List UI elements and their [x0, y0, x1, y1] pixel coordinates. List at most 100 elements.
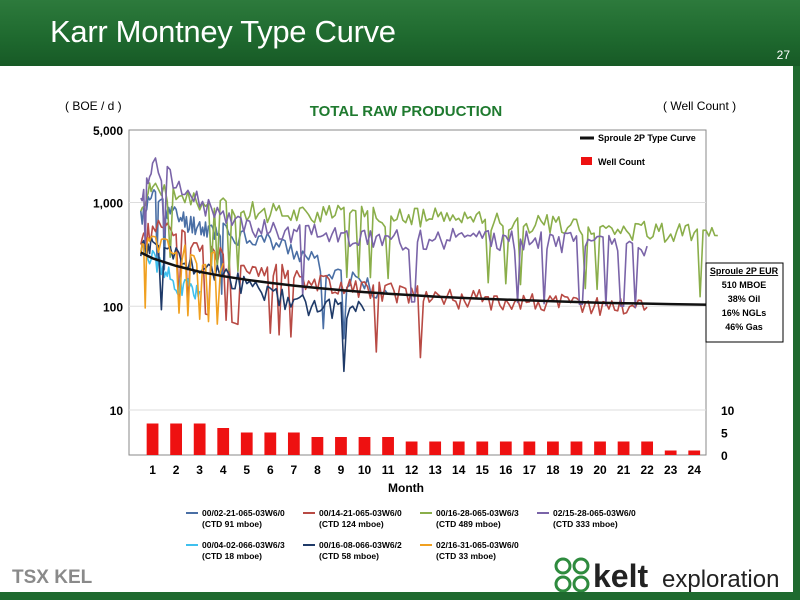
- well-legend-name: 00/16-08-066-03W6/2: [319, 540, 402, 550]
- x-axis-label: Month: [388, 481, 424, 495]
- well-count-bar: [170, 423, 182, 455]
- well-legend-name: 02/16-31-065-03W6/0: [436, 540, 519, 550]
- well-count-bar: [311, 437, 324, 455]
- well-legend-ctd: (CTD 91 mboe): [202, 519, 262, 529]
- right-accent-bar: [793, 66, 800, 600]
- y2-tick-label: 0: [721, 449, 728, 463]
- well-count-bar: [476, 441, 489, 455]
- x-tick-label: 18: [546, 463, 560, 477]
- x-tick-label: 20: [593, 463, 607, 477]
- x-tick-label: 7: [291, 463, 298, 477]
- well-count-bar: [358, 437, 371, 455]
- page-number: 27: [776, 48, 790, 62]
- x-tick-label: 19: [570, 463, 584, 477]
- y2-axis-label: ( Well Count ): [663, 99, 736, 113]
- well-legend-name: 00/02-21-065-03W6/0: [202, 508, 285, 518]
- well-count-bar: [617, 441, 630, 455]
- eur-box-line: 38% Oil: [728, 294, 761, 304]
- well-series-line: [140, 235, 366, 373]
- eur-box-line: 510 MBOE: [722, 280, 767, 290]
- well-count-bar: [335, 437, 347, 455]
- kelt-logo: kelt exploration: [554, 557, 779, 594]
- x-tick-label: 3: [196, 463, 203, 477]
- kelt-brand-sub: exploration: [662, 566, 779, 593]
- x-tick-label: 22: [640, 463, 654, 477]
- x-tick-label: 4: [220, 463, 227, 477]
- well-legend: 00/02-21-065-03W6/0(CTD 91 mboe) 00/14-21…: [186, 508, 636, 561]
- x-tick-label: 1: [149, 463, 156, 477]
- y-axis-label: ( BOE / d ): [65, 99, 122, 113]
- x-tick-label: 24: [688, 463, 702, 477]
- well-legend-name: 00/14-21-065-03W6/0: [319, 508, 402, 518]
- well-legend-ctd: (CTD 58 mboe): [319, 551, 379, 561]
- slide-header: Karr Montney Type Curve 27: [0, 0, 800, 66]
- y2-tick-label: 5: [721, 427, 728, 441]
- x-tick-label: 8: [314, 463, 321, 477]
- well-legend-ctd: (CTD 18 mboe): [202, 551, 262, 561]
- y2-tick-label: 10: [721, 404, 735, 418]
- x-tick-label: 12: [405, 463, 419, 477]
- well-legend-name: 00/04-02-066-03W6/3: [202, 540, 285, 550]
- legend-type-curve-label: Sproule 2P Type Curve: [598, 133, 696, 143]
- well-count-bar: [570, 441, 583, 455]
- tsx-logo-text: TSX KEL: [12, 567, 93, 588]
- x-tick-label: 14: [452, 463, 466, 477]
- eur-box-line: 46% Gas: [725, 322, 763, 332]
- x-tick-label: 23: [664, 463, 678, 477]
- well-count-bar: [429, 441, 442, 455]
- well-legend-ctd: (CTD 33 mboe): [436, 551, 496, 561]
- well-count-bar: [594, 441, 606, 455]
- footer-accent-bar: [0, 592, 800, 600]
- well-legend-ctd: (CTD 333 mboe): [553, 519, 618, 529]
- x-tick-label: 17: [523, 463, 537, 477]
- y-tick-label: 5,000: [93, 124, 123, 138]
- well-count-bar: [547, 441, 559, 455]
- x-tick-label: 5: [243, 463, 250, 477]
- type-curve-line: [140, 251, 718, 307]
- well-series-line: [140, 157, 648, 309]
- x-tick-label: 6: [267, 463, 274, 477]
- y-tick-label: 1,000: [93, 197, 123, 211]
- x-tick-label: 21: [617, 463, 631, 477]
- legend-well-count-swatch: [581, 157, 592, 165]
- x-tick-label: 13: [428, 463, 442, 477]
- well-count-bar: [688, 450, 701, 455]
- x-tick-label: 10: [358, 463, 372, 477]
- well-count-bar: [523, 441, 536, 455]
- well-legend-name: 00/16-28-065-03W6/3: [436, 508, 519, 518]
- well-count-bar: [452, 441, 465, 455]
- x-tick-label: 9: [338, 463, 345, 477]
- well-count-bar: [382, 437, 394, 455]
- tsx-logo: TSX KEL: [12, 567, 93, 588]
- type-curve-layer: [140, 251, 718, 307]
- well-count-bar: [499, 441, 512, 455]
- legend-well-count-label: Well Count: [598, 157, 645, 167]
- eur-box-line: 16% NGLs: [722, 308, 767, 318]
- well-count-bar: [240, 432, 253, 455]
- x-tick-label: 11: [382, 463, 395, 477]
- well-series-line: [140, 235, 224, 325]
- x-tick-label: 2: [173, 463, 180, 477]
- well-count-bar: [193, 423, 206, 455]
- well-series-lines: [140, 157, 718, 373]
- well-legend-ctd: (CTD 489 mboe): [436, 519, 501, 529]
- slide-title: Karr Montney Type Curve: [50, 14, 396, 49]
- chart-legend: Sproule 2P Type Curve Well Count: [580, 133, 696, 167]
- kelt-leaf-icon: [554, 557, 590, 593]
- well-series-line: [140, 219, 648, 359]
- well-count-bar: [217, 428, 230, 455]
- well-count-bar: [641, 441, 654, 455]
- well-count-bar: [287, 432, 300, 455]
- kelt-brand-word: kelt: [593, 558, 648, 594]
- eur-box: Sproule 2P EUR 510 MBOE 38% Oil 16% NGLs…: [705, 262, 784, 343]
- well-count-bar: [146, 423, 159, 455]
- well-count-bar: [664, 450, 677, 455]
- y-tick-label: 100: [103, 300, 123, 314]
- well-legend-name: 02/15-28-065-03W6/0: [553, 508, 636, 518]
- eur-box-title: Sproule 2P EUR: [710, 266, 779, 276]
- x-tick-label: 15: [476, 463, 490, 477]
- well-count-bar: [264, 432, 277, 455]
- x-tick-label: 16: [499, 463, 513, 477]
- y-tick-label: 10: [110, 404, 124, 418]
